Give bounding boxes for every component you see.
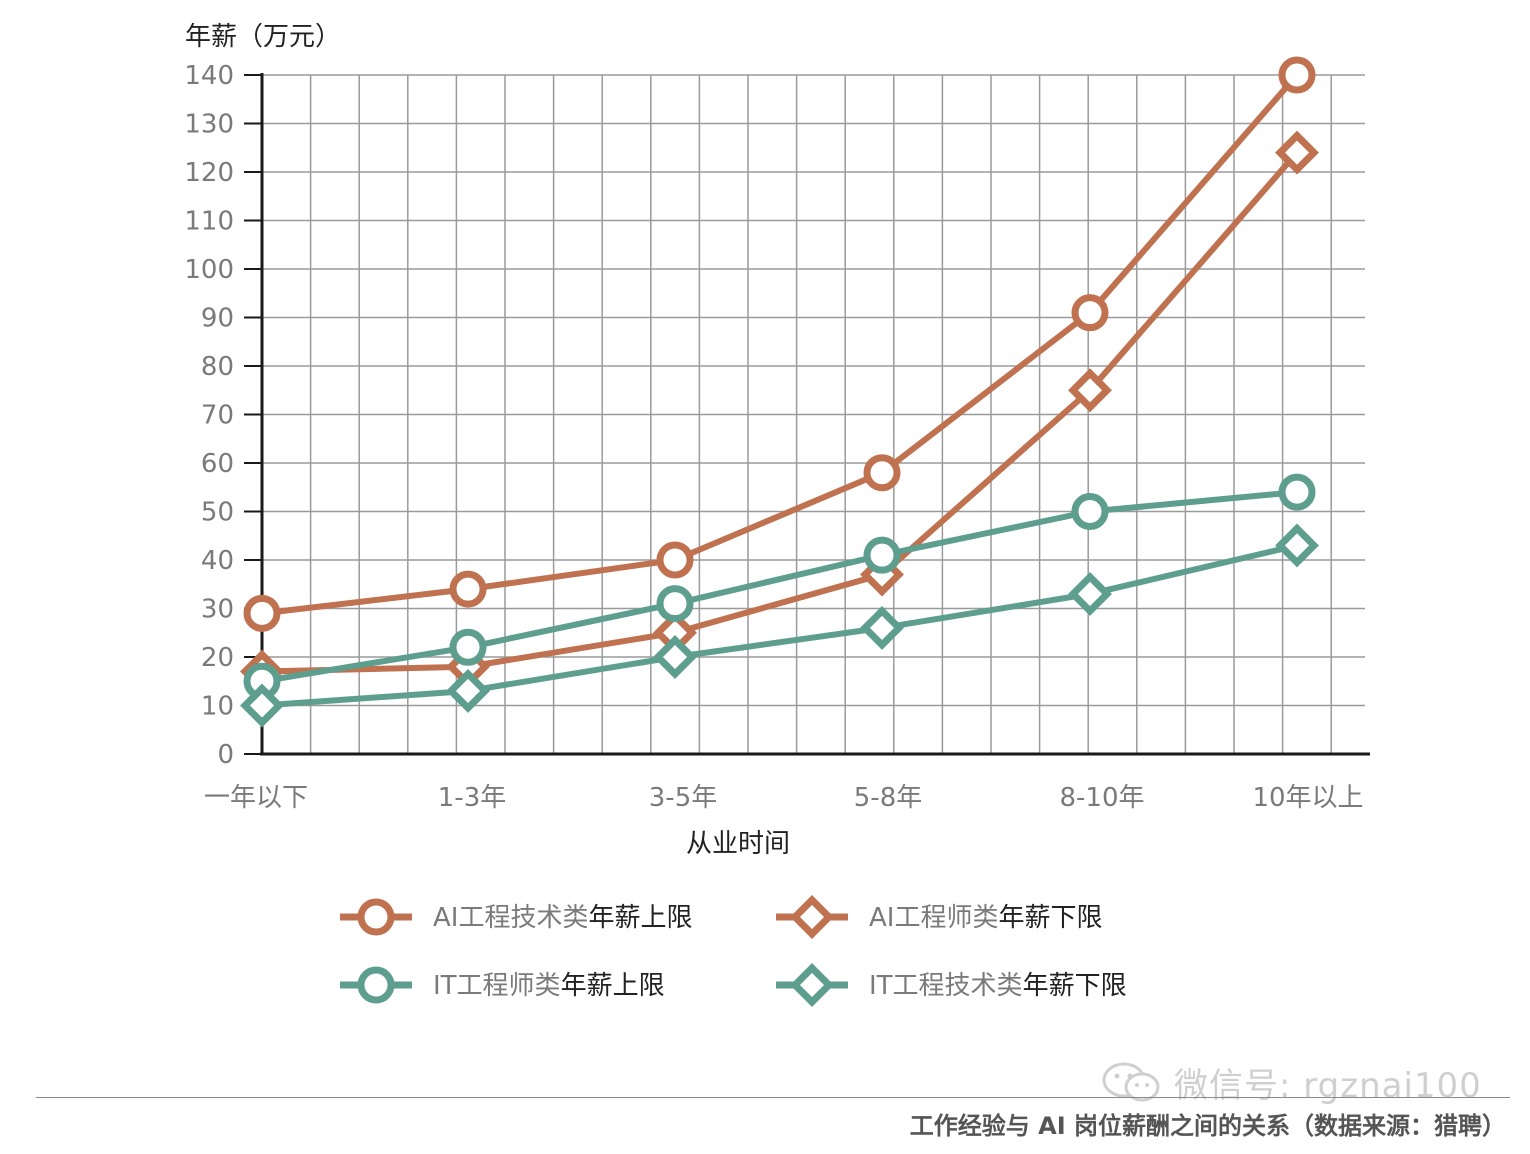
- x-tick-label: 一年以下: [204, 783, 308, 813]
- y-tick-label: 140: [184, 61, 234, 91]
- legend-item: IT工程技术类年薪下限: [776, 963, 1127, 1007]
- data-point-diamond: [860, 605, 904, 650]
- data-point-circle: [656, 585, 694, 623]
- y-tick-label: 60: [201, 449, 234, 479]
- legend-diamond-icon: [790, 895, 834, 939]
- data-point-diamond: [1275, 523, 1319, 568]
- y-tick-label: 30: [201, 595, 234, 625]
- data-point-circle: [1278, 473, 1316, 511]
- y-tick-label: 70: [201, 401, 234, 431]
- legend-label: AI工程技术类年薪上限: [433, 903, 692, 933]
- legend-label: IT工程技术类年薪下限: [869, 971, 1127, 1001]
- data-point-diamond: [1275, 130, 1319, 175]
- y-tick-label: 20: [201, 643, 234, 673]
- y-axis-label: 年薪（万元）: [185, 22, 341, 52]
- x-tick-label: 10年以上: [1252, 783, 1363, 813]
- series-line: [261, 542, 1298, 709]
- data-point-circle: [449, 570, 487, 608]
- y-axis-ticks: 0 10 20 30 40 50 60 70 80 90 100 110 120 130 140: [184, 61, 262, 770]
- y-tick-label: 40: [201, 546, 234, 576]
- y-tick-label: 0: [217, 740, 234, 770]
- figure-caption: 工作经验与 AI 岗位薪酬之间的关系（数据来源：猎聘）: [909, 1112, 1506, 1140]
- series-line: [261, 489, 1298, 685]
- watermark: 微信号: rgznai100: [1100, 1058, 1482, 1106]
- series-1: [243, 56, 1316, 632]
- series-3: [243, 473, 1316, 700]
- data-point-circle: [656, 541, 694, 579]
- legend-item: AI工程师类年薪下限: [776, 895, 1102, 939]
- legend-label: AI工程师类年薪下限: [869, 903, 1102, 933]
- series-line: [261, 73, 1300, 617]
- data-point-circle: [449, 628, 487, 666]
- x-tick-label: 5-8年: [854, 783, 922, 813]
- legend-circle-icon: [357, 966, 395, 1004]
- legend-label: IT工程师类年薪上限: [433, 971, 665, 1001]
- line-chart: 0 10 20 30 40 50 60 70 80 90 100 110 120 130 140 一年以下 1…: [184, 22, 1370, 1007]
- y-tick-label: 80: [201, 352, 234, 382]
- data-point-circle: [1278, 56, 1316, 94]
- data-point-diamond: [1068, 368, 1112, 413]
- x-axis-label: 从业时间: [686, 829, 790, 859]
- y-tick-label: 50: [201, 498, 234, 528]
- x-tick-label: 3-5年: [649, 783, 717, 813]
- legend-diamond-icon: [790, 963, 834, 1007]
- x-axis-ticks: 一年以下 1-3年 3-5年 5-8年 8-10年 10年以上: [204, 783, 1364, 813]
- data-point-circle: [863, 454, 901, 492]
- legend-circle-icon: [357, 898, 395, 936]
- y-tick-label: 100: [184, 255, 234, 285]
- data-point-diamond: [1068, 572, 1112, 616]
- chart-legend: AI工程技术类年薪上限 AI工程师类年薪下限 IT工程师类年薪上限 IT工程技术类年薪…: [340, 895, 1127, 1007]
- data-point-circle: [863, 536, 901, 574]
- y-tick-label: 120: [184, 158, 234, 188]
- series-2: [240, 130, 1319, 694]
- caption-divider: [36, 1097, 1510, 1098]
- x-tick-label: 1-3年: [438, 783, 506, 813]
- legend-item: AI工程技术类年薪上限: [340, 898, 692, 936]
- y-tick-label: 130: [184, 110, 234, 140]
- data-point-circle: [1071, 493, 1109, 530]
- chart-grid: [262, 74, 1365, 754]
- watermark-text: 微信号: rgznai100: [1174, 1065, 1482, 1106]
- y-tick-label: 90: [201, 304, 234, 334]
- data-point-diamond: [653, 635, 697, 679]
- wechat-icon: [1102, 1062, 1160, 1102]
- data-point-circle: [1071, 294, 1109, 332]
- data-point-circle: [243, 594, 281, 632]
- y-tick-label: 110: [184, 207, 234, 237]
- series-line: [261, 150, 1300, 675]
- data-point-diamond: [240, 683, 284, 728]
- legend-item: IT工程师类年薪上限: [340, 966, 665, 1004]
- series-4: [240, 523, 1319, 728]
- y-tick-label: 10: [201, 692, 234, 722]
- chart-series: [240, 56, 1319, 728]
- x-tick-label: 8-10年: [1059, 783, 1144, 813]
- data-point-diamond: [446, 669, 490, 713]
